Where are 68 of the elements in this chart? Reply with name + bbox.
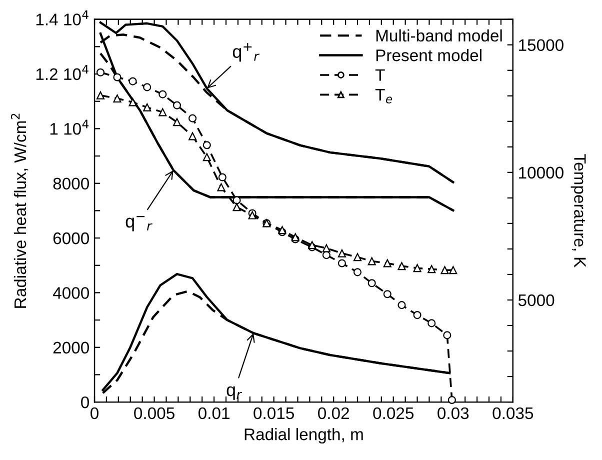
point [353, 268, 362, 276]
legend-label: T [375, 69, 385, 81]
annotation: q$^{+}$$_{r}$ [232, 42, 260, 62]
point [188, 114, 197, 122]
x-tick-label: 0 [90, 407, 98, 420]
point [113, 94, 122, 102]
x-tick-label: 0.03 [438, 407, 469, 420]
point [113, 73, 122, 82]
point [322, 244, 330, 252]
x-tick-label: 0.035 [492, 407, 534, 420]
x-tick-label: 0.015 [254, 407, 294, 420]
point [158, 90, 167, 98]
point [413, 311, 422, 320]
point [368, 257, 376, 266]
point [143, 83, 152, 92]
y2-axis-title: Temperature, K [570, 154, 586, 268]
point [383, 290, 392, 298]
point [398, 301, 406, 310]
point [232, 203, 241, 212]
point [188, 132, 197, 140]
point [158, 108, 167, 116]
y-tick-label: 0 [81, 396, 89, 408]
y2-tick-label: 5000 [518, 294, 554, 306]
y2-tick-label: 10000 [519, 166, 564, 179]
point [440, 266, 449, 274]
point [338, 249, 346, 258]
y-tick-label: 1.4 10$^{4}$ [36, 10, 88, 26]
point [218, 173, 226, 182]
point [443, 331, 452, 340]
point [338, 259, 346, 268]
legend-label: T$_{e}$ [375, 89, 392, 104]
point [232, 196, 241, 204]
point [413, 264, 422, 272]
legend-label: Present model [376, 49, 482, 62]
point [448, 396, 456, 404]
point [128, 77, 137, 86]
point [202, 141, 211, 150]
point [383, 259, 392, 268]
y-tick-label: 8000 [53, 178, 90, 190]
x-tick-label: 0.025 [373, 407, 414, 420]
point [368, 279, 376, 288]
y-tick-label: 6000 [53, 232, 90, 244]
y-tick-label: 1 10$^{4}$ [50, 120, 89, 135]
y-tick-label: 2000 [53, 342, 90, 354]
y-tick-label: 4000 [52, 287, 90, 299]
y2-tick-label: 15000 [519, 39, 564, 52]
y-axis-title: Radiative heat flux, W/cm$^{2}$ [10, 114, 28, 308]
x-tick-label: 0.01 [198, 407, 230, 420]
point [96, 68, 105, 76]
point [322, 251, 330, 260]
point [449, 266, 458, 274]
point [96, 91, 105, 100]
x-tick-label: 0.02 [318, 407, 349, 420]
point [128, 98, 137, 106]
x-tick-label: 0.005 [134, 407, 174, 420]
point [428, 319, 436, 328]
point [398, 262, 406, 270]
point [217, 183, 226, 192]
point [172, 118, 182, 126]
point [172, 101, 182, 110]
x-axis-title: Radial length, m [244, 428, 363, 444]
legend-label: Multi-band model [376, 29, 502, 42]
point [428, 265, 436, 274]
y-tick-label: 1.2 10$^{4}$ [36, 65, 88, 80]
annotation: q$^{−}$$_{r}$ [126, 216, 152, 232]
point [353, 253, 362, 262]
point [202, 153, 211, 162]
point [143, 103, 152, 112]
